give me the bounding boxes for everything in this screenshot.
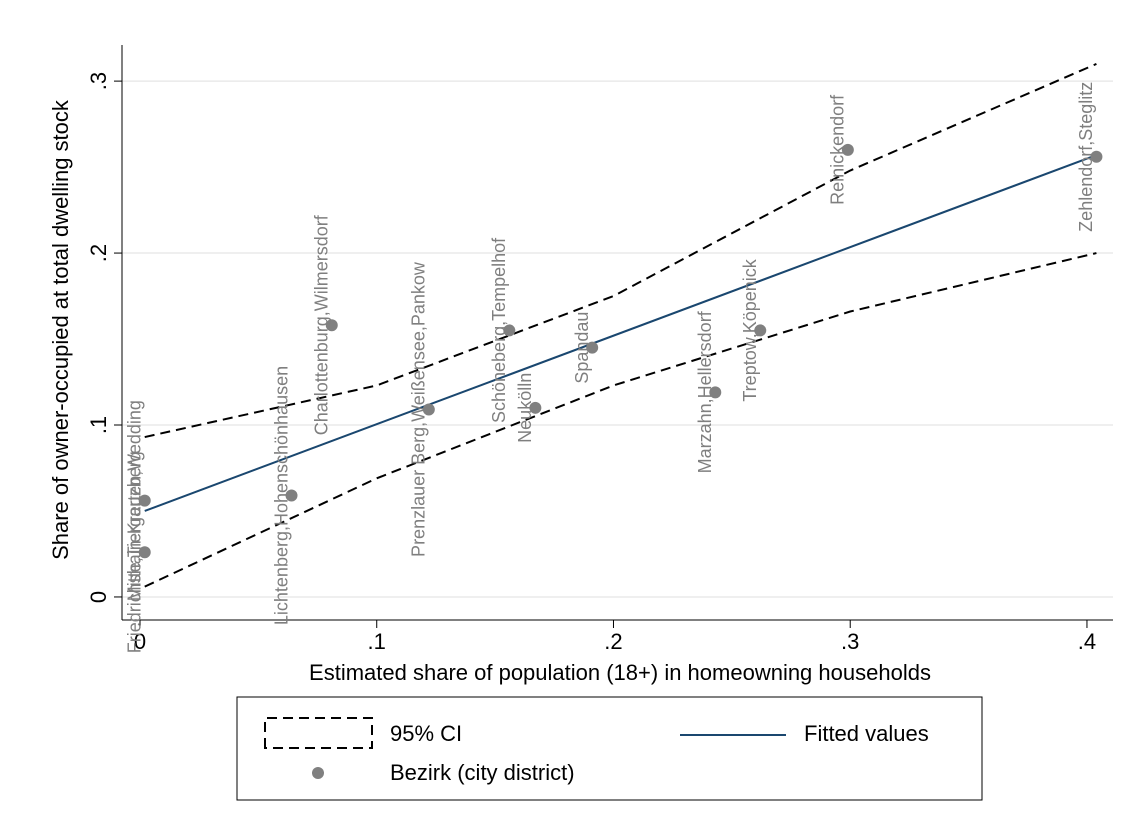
x-tick-label: .2: [604, 629, 622, 654]
point: [503, 324, 516, 337]
y-tick-label: .3: [86, 72, 111, 90]
legend-label: Fitted values: [804, 721, 929, 746]
point-label: Lichtenberg,Hohenschönhausen: [271, 366, 291, 625]
point: [586, 341, 599, 354]
legend-label: Bezirk (city district): [390, 760, 575, 785]
point-label: Mitte,Tiergarten,Wedding: [124, 400, 144, 601]
point-label: Reinickendorf: [828, 94, 848, 205]
x-tick-label: .3: [841, 629, 859, 654]
x-tick-label: .1: [368, 629, 386, 654]
point-label: Neukölln: [515, 373, 535, 443]
point: [709, 386, 722, 399]
point: [285, 489, 298, 502]
point-label: Spandau: [572, 312, 592, 384]
x-tick-label: .4: [1078, 629, 1096, 654]
point: [138, 546, 151, 559]
point-label: Marzahn,Hellersdorf: [695, 310, 715, 473]
point-label: Schöneberg,Tempelhof: [489, 237, 509, 423]
point: [529, 401, 542, 414]
x-tick-label: 0: [134, 629, 146, 654]
point: [754, 324, 767, 337]
y-tick-label: 0: [86, 591, 111, 603]
legend-point: [312, 767, 324, 779]
point-label: Treptow,Köpenick: [740, 258, 760, 401]
point: [841, 143, 854, 156]
point: [422, 403, 435, 416]
legend-ci: [264, 717, 373, 749]
point: [138, 494, 151, 507]
legend-label: 95% CI: [390, 721, 462, 746]
ci-line: [144, 62, 1097, 439]
y-tick-label: .1: [86, 416, 111, 434]
y-axis-title: Share of owner-occupied at total dwellin…: [48, 99, 73, 560]
point: [1090, 150, 1103, 163]
y-tick-label: .2: [86, 244, 111, 262]
fit-line: [144, 154, 1097, 512]
point-label: Charlottenburg,Wilmersdorf: [312, 214, 332, 435]
point-label: Prenzlauer Berg,Weißensee,Pankow: [409, 261, 429, 557]
point-label: Zehlendorf,Steglitz: [1076, 82, 1096, 232]
legend-box: [236, 696, 983, 801]
point: [325, 319, 338, 332]
x-axis-title: Estimated share of population (18+) in h…: [309, 660, 931, 685]
